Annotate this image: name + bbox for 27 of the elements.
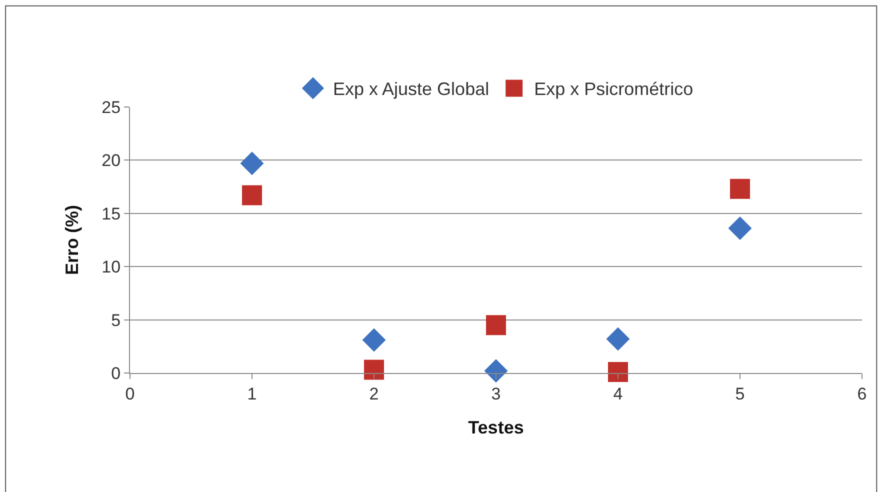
x-tick-label: 3 (491, 384, 501, 404)
y-tick-label: 20 (102, 151, 121, 170)
y-axis-title: Erro (%) (62, 204, 82, 276)
y-tick-label: 15 (102, 204, 121, 224)
y-tick-label: 5 (111, 310, 121, 330)
point (242, 185, 262, 206)
x-tick-label: 2 (369, 384, 379, 404)
y-tick-label: 0 (111, 364, 121, 383)
x-tick-label: 0 (125, 384, 135, 404)
x-tick-label: 6 (857, 384, 867, 404)
point (364, 360, 384, 380)
x-axis-title: Testes (468, 418, 524, 438)
point (362, 328, 386, 352)
point (606, 327, 630, 350)
legend-label: Exp x Psicrométrico (534, 79, 694, 100)
point (730, 178, 750, 199)
point (486, 315, 506, 336)
legend-label: Exp x Ajuste Global (333, 79, 490, 100)
x-tick-label: 1 (247, 384, 257, 404)
x-tick-label: 5 (735, 384, 745, 404)
y-tick-label: 25 (102, 98, 121, 117)
point (608, 362, 628, 382)
point (484, 359, 508, 382)
point (728, 216, 752, 240)
x-tick-label: 4 (613, 384, 623, 404)
y-tick-label: 10 (102, 258, 121, 277)
point (240, 152, 264, 175)
